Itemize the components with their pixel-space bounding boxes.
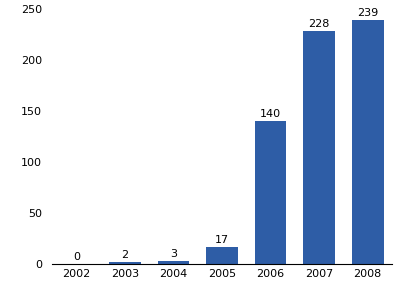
Bar <box>303 32 335 264</box>
Text: 140: 140 <box>260 109 281 119</box>
Text: 3: 3 <box>170 249 177 259</box>
Bar <box>255 121 286 264</box>
Bar <box>206 247 238 264</box>
Bar <box>158 261 189 264</box>
Bar <box>352 20 384 264</box>
Text: 239: 239 <box>357 8 378 18</box>
Text: 0: 0 <box>73 252 80 262</box>
Text: 2: 2 <box>121 250 128 260</box>
Bar <box>109 262 141 264</box>
Text: 228: 228 <box>308 20 330 29</box>
Text: 17: 17 <box>215 235 229 244</box>
